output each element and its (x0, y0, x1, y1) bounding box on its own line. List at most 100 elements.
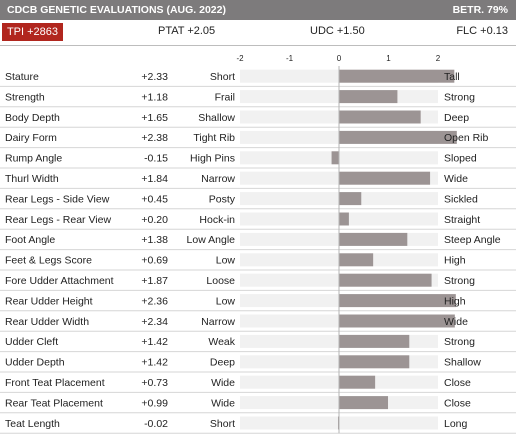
high-descriptor: High (444, 295, 466, 307)
high-descriptor: Strong (444, 336, 475, 348)
high-descriptor: Open Rib (444, 132, 489, 144)
trait-bar (339, 273, 432, 287)
trait-bar (339, 355, 410, 369)
trait-bar (339, 192, 362, 206)
header-title: CDCB GENETIC EVALUATIONS (AUG. 2022) (7, 4, 226, 16)
trait-name: Rear Legs - Rear View (5, 214, 111, 226)
axis-tick-label: 0 (337, 54, 342, 63)
trait-bar (339, 396, 389, 410)
trait-value: -0.02 (144, 418, 168, 430)
high-descriptor: Long (444, 418, 468, 430)
trait-name: Foot Angle (5, 234, 55, 246)
low-descriptor: Tight Rib (193, 132, 235, 144)
high-descriptor: Strong (444, 91, 475, 103)
trait-value: +0.73 (141, 377, 168, 389)
udc-index: UDC +1.50 (310, 25, 365, 37)
low-descriptor: Short (210, 71, 235, 83)
trait-value: +1.42 (141, 336, 168, 348)
trait-name: Feet & Legs Score (5, 255, 92, 267)
low-descriptor: Narrow (201, 173, 235, 185)
header-bar: CDCB GENETIC EVALUATIONS (AUG. 2022) BET… (0, 0, 516, 20)
trait-name: Stature (5, 71, 39, 83)
trait-bar (339, 90, 398, 104)
trait-bar (339, 69, 455, 83)
low-descriptor: Shallow (198, 112, 235, 124)
trait-value: +2.34 (141, 316, 168, 328)
trait-bar (339, 171, 431, 185)
high-descriptor: Wide (444, 316, 468, 328)
low-descriptor: High Pins (190, 153, 235, 165)
high-descriptor: Wide (444, 173, 468, 185)
trait-bar (339, 294, 456, 308)
trait-bar (339, 375, 376, 389)
flc-index: FLC +0.13 (456, 25, 508, 37)
low-descriptor: Posty (209, 193, 236, 205)
trait-bar (339, 110, 421, 124)
high-descriptor: Sickled (444, 193, 478, 205)
high-descriptor: Shallow (444, 357, 481, 369)
trait-value: +1.38 (141, 234, 168, 246)
trait-name: Rear Legs - Side View (5, 193, 110, 205)
axis-tick-label: -2 (236, 54, 244, 63)
axis-tick-label: 2 (436, 54, 441, 63)
high-descriptor: Strong (444, 275, 475, 287)
low-descriptor: Low Angle (187, 234, 236, 246)
low-descriptor: Weak (208, 336, 235, 348)
axis-tick-label: 1 (386, 54, 391, 63)
trait-value: +2.38 (141, 132, 168, 144)
high-descriptor: Close (444, 397, 471, 409)
trait-value: +1.42 (141, 357, 168, 369)
trait-bar (339, 212, 349, 226)
high-descriptor: Deep (444, 112, 469, 124)
trait-value: +1.65 (141, 112, 168, 124)
low-descriptor: Deep (210, 357, 235, 369)
low-descriptor: Narrow (201, 316, 235, 328)
trait-value: +0.69 (141, 255, 168, 267)
trait-name: Udder Depth (5, 357, 65, 369)
low-descriptor: Short (210, 418, 235, 430)
high-descriptor: High (444, 255, 466, 267)
trait-name: Fore Udder Attachment (5, 275, 114, 287)
index-separator (0, 45, 516, 46)
high-descriptor: Straight (444, 214, 480, 226)
trait-bar (339, 314, 455, 328)
trait-name: Rear Udder Width (5, 316, 89, 328)
trait-name: Udder Cleft (5, 336, 58, 348)
low-descriptor: Wide (211, 397, 235, 409)
trait-value: +2.33 (141, 71, 168, 83)
tpi-badge: TPI +2863 (2, 23, 63, 41)
trait-value: +1.87 (141, 275, 168, 287)
trait-name: Teat Length (5, 418, 60, 430)
trait-bar (339, 130, 457, 144)
trait-value: +0.99 (141, 397, 168, 409)
low-descriptor: Hock-in (199, 214, 235, 226)
trait-bar (339, 232, 408, 246)
reliability-label: BETR. 79% (452, 4, 508, 16)
trait-name: Rear Teat Placement (5, 397, 103, 409)
trait-name: Body Depth (5, 112, 60, 124)
ptat-index: PTAT +2.05 (158, 25, 216, 37)
low-descriptor: Wide (211, 377, 235, 389)
high-descriptor: Sloped (444, 153, 477, 165)
axis-tick-label: -1 (286, 54, 294, 63)
low-descriptor: Low (216, 295, 236, 307)
high-descriptor: Close (444, 377, 471, 389)
trait-bar (339, 253, 374, 267)
trait-bar (339, 334, 410, 348)
trait-value: -0.15 (144, 153, 168, 165)
trait-name: Strength (5, 91, 45, 103)
high-descriptor: Tall (444, 71, 460, 83)
trait-value: +1.18 (141, 91, 168, 103)
trait-name: Dairy Form (5, 132, 57, 144)
low-descriptor: Loose (206, 275, 235, 287)
low-descriptor: Frail (215, 91, 235, 103)
trait-name: Rump Angle (5, 153, 62, 165)
low-descriptor: Low (216, 255, 236, 267)
trait-bar (331, 151, 339, 165)
trait-name: Thurl Width (5, 173, 59, 185)
trait-value: +2.36 (141, 295, 168, 307)
trait-value: +0.45 (141, 193, 168, 205)
trait-value: +0.20 (141, 214, 168, 226)
trait-name: Front Teat Placement (5, 377, 105, 389)
